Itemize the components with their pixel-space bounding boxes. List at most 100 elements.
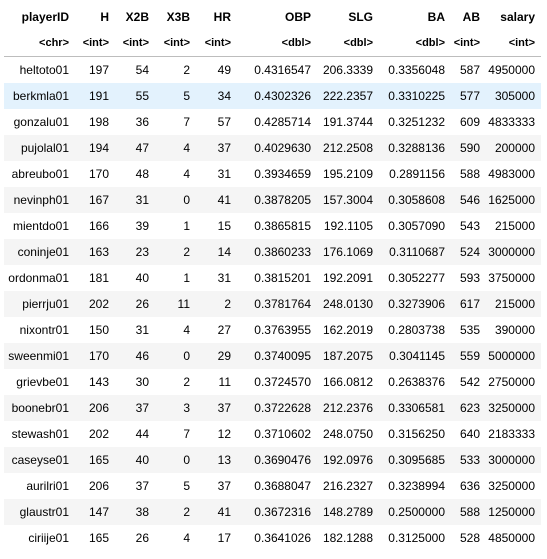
cell-playerid: ordonma01	[8, 271, 69, 285]
cell-slg: 192.1105	[323, 219, 373, 233]
cell-h: 194	[88, 141, 109, 155]
cell-ba: 0.3251232	[388, 115, 445, 129]
cell-obp: 0.3865815	[254, 219, 311, 233]
table-row[interactable]: gonzalu01 198 36 7 57 0.4285714 191.3744 0.3251…	[4, 109, 541, 135]
table-row[interactable]: stewash01 202 44 7 12 0.3710602 248.0750 0.3156…	[4, 421, 541, 447]
cell-x2b: 38	[135, 505, 149, 519]
cell-h: 206	[88, 479, 109, 493]
cell-slg: 195.2109	[322, 167, 373, 181]
cell-ba: 0.3052277	[388, 271, 445, 285]
cell-salary: 1250000	[488, 505, 535, 519]
cell-hr: 57	[217, 115, 231, 129]
cell-obp: 0.3710602	[254, 427, 311, 441]
cell-obp: 0.4285714	[254, 115, 311, 129]
cell-hr: 31	[217, 271, 231, 285]
cell-ba: 0.3057090	[388, 219, 445, 233]
cell-h: 165	[88, 531, 109, 545]
cell-slg: 222.2357	[322, 89, 373, 103]
cell-slg: 212.2376	[322, 401, 373, 415]
table-row[interactable]: caseyse01 165 40 0 13 0.3690476 192.0976 0.3095…	[4, 447, 541, 473]
column-header-x3b[interactable]: X3B	[166, 10, 190, 24]
cell-playerid: mientdo01	[12, 219, 69, 233]
cell-ab: 588	[459, 167, 480, 181]
table-row[interactable]: grievbe01 143 30 2 11 0.3724570 166.0812 0.2638…	[4, 369, 541, 395]
cell-hr: 11	[218, 375, 231, 389]
cell-obp: 0.3690476	[254, 453, 311, 467]
cell-ab: 546	[459, 193, 480, 207]
cell-ba: 0.3041145	[389, 349, 445, 363]
column-type-slg: <dbl>	[343, 37, 373, 49]
cell-obp: 0.3740095	[254, 349, 311, 363]
table-row[interactable]: pierrju01 202 26 11 2 0.3781764 248.0130 0.3273…	[4, 291, 541, 317]
cell-playerid: sweenmi01	[8, 349, 69, 363]
cell-hr: 29	[217, 349, 231, 363]
table-row[interactable]: berkmla01 191 55 5 34 0.4302326 222.2357 0.3310…	[4, 83, 541, 109]
column-type-h: <int>	[82, 37, 109, 49]
table-row[interactable]: boonebr01 206 37 3 37 0.3722628 212.2376 0.3306…	[4, 395, 541, 421]
cell-slg: 191.3744	[322, 115, 373, 129]
column-header-ba[interactable]: BA	[427, 10, 445, 24]
cell-playerid: berkmla01	[12, 89, 69, 103]
cell-x3b: 5	[183, 479, 190, 493]
cell-ab: 524	[459, 245, 480, 259]
column-header-salary[interactable]: salary	[500, 10, 535, 24]
table-row[interactable]: abreubo01 170 48 4 31 0.3934659 195.2109 0.2891…	[4, 161, 541, 187]
cell-h: 170	[88, 167, 109, 181]
cell-x2b: 31	[135, 193, 149, 207]
table-row[interactable]: sweenmi01 170 46 0 29 0.3740095 187.2075 0.3041…	[4, 343, 541, 369]
column-header-hr[interactable]: HR	[213, 10, 231, 24]
cell-obp: 0.3724570	[254, 375, 311, 389]
cell-playerid: ciriije01	[28, 531, 69, 545]
cell-x2b: 48	[135, 167, 149, 181]
cell-x3b: 3	[183, 401, 190, 415]
column-header-h[interactable]: H	[100, 10, 109, 24]
column-header-playerid[interactable]: playerID	[21, 10, 69, 24]
cell-x2b: 26	[135, 531, 149, 545]
cell-salary: 3250000	[488, 479, 535, 493]
cell-obp: 0.3781764	[254, 297, 311, 311]
cell-ba: 0.2500000	[388, 505, 445, 519]
column-header-ab[interactable]: AB	[462, 10, 480, 24]
cell-ab: 640	[459, 427, 480, 441]
cell-slg: 192.2091	[322, 271, 373, 285]
cell-obp: 0.3672316	[254, 505, 311, 519]
cell-slg: 248.0130	[322, 297, 373, 311]
cell-obp: 0.4029630	[254, 141, 311, 155]
cell-x3b: 2	[183, 375, 190, 389]
cell-playerid: aurilri01	[26, 479, 69, 493]
table-row[interactable]: coninje01 163 23 2 14 0.3860233 176.1069 0.3110…	[4, 239, 541, 265]
cell-playerid: caseyse01	[11, 453, 69, 467]
cell-x3b: 0	[183, 349, 190, 363]
cell-x2b: 23	[135, 245, 149, 259]
cell-x2b: 44	[135, 427, 149, 441]
cell-ab: 535	[459, 323, 480, 337]
table-row[interactable]: heltoto01 197 54 2 49 0.4316547 206.3339 0.3356…	[4, 57, 541, 84]
table-row[interactable]: ordonma01 181 40 1 31 0.3815201 192.2091 0.3052…	[4, 265, 541, 291]
column-header-x2b[interactable]: X2B	[125, 10, 149, 24]
cell-hr: 14	[217, 245, 231, 259]
cell-salary: 2183333	[488, 427, 535, 441]
cell-playerid: boonebr01	[11, 401, 69, 415]
cell-obp: 0.3934659	[254, 167, 311, 181]
cell-x2b: 37	[135, 479, 149, 493]
data-table: playerID H X2B X3B HR OBP SLG BA AB salary <chr> <…	[4, 4, 541, 551]
cell-ab: 590	[459, 141, 480, 155]
column-header-slg[interactable]: SLG	[348, 10, 373, 24]
cell-slg: 248.0750	[322, 427, 373, 441]
table-row[interactable]: glaustr01 147 38 2 41 0.3672316 148.2789 0.2500…	[4, 499, 541, 525]
table-row[interactable]: ciriije01 165 26 4 17 0.3641026 182.1288 0.3125…	[4, 525, 541, 551]
cell-ba: 0.3156250	[388, 427, 445, 441]
table-row[interactable]: nevinph01 167 31 0 41 0.3878205 157.3004 0.3058…	[4, 187, 541, 213]
table-row[interactable]: pujolal01 194 47 4 37 0.4029630 212.2508 0.3288…	[4, 135, 541, 161]
cell-obp: 0.3878205	[254, 193, 311, 207]
column-header-obp[interactable]: OBP	[284, 10, 311, 24]
cell-slg: 176.1069	[322, 245, 373, 259]
cell-ba: 0.3306581	[388, 401, 445, 415]
table-row[interactable]: nixontr01 150 31 4 27 0.3763955 162.2019 0.2803…	[4, 317, 541, 343]
column-type-playerid: <chr>	[39, 37, 69, 49]
cell-salary: 4833333	[488, 115, 535, 129]
cell-ba: 0.3356048	[388, 63, 445, 77]
table-row[interactable]: aurilri01 206 37 5 37 0.3688047 216.2327 0.3238…	[4, 473, 541, 499]
cell-h: 163	[88, 245, 109, 259]
table-row[interactable]: mientdo01 166 39 1 15 0.3865815 192.1105 0.3057…	[4, 213, 541, 239]
